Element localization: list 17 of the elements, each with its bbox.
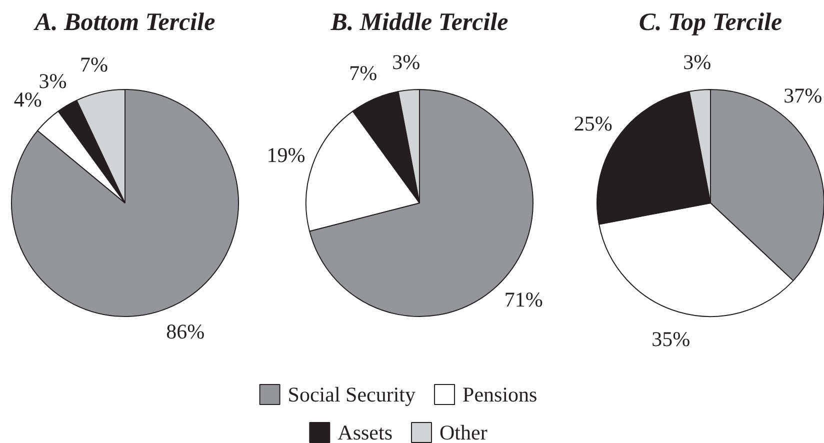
data-label: 7% [349,60,378,85]
data-label: 37% [784,83,822,108]
chart-title: B. Middle Tercile [330,9,508,36]
chart-title: C. Top Tercile [638,9,782,36]
data-label: 71% [504,287,543,312]
data-label: 7% [80,52,108,77]
legend-label: Assets [338,420,393,443]
data-label: 25% [574,111,612,136]
data-label: 3% [683,50,712,74]
data-label: 86% [166,319,205,344]
legend-label: Social Security [288,382,416,406]
chart-title: A. Bottom Tercile [32,9,216,36]
legend-label: Other [440,420,488,443]
data-label: 3% [392,50,420,74]
legend-label: Pensions [462,382,538,406]
data-label: 35% [652,327,690,352]
data-label: 19% [266,142,306,167]
